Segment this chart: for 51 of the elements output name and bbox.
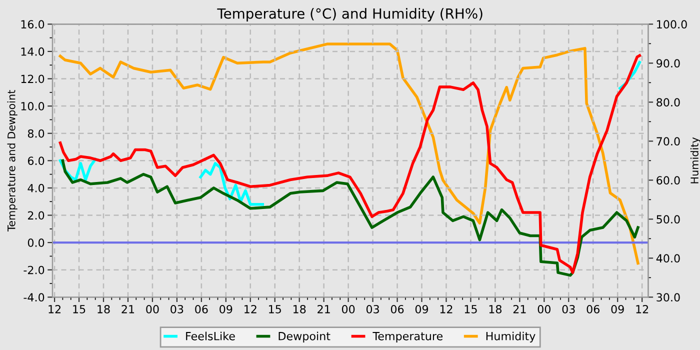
x-tick-label: 21 (318, 304, 330, 314)
x-tick-label: 15 (464, 305, 477, 314)
legend-label: Humidity (486, 332, 536, 342)
y-tick-label: 10.0 (21, 102, 44, 110)
x-tick-label: 00 (342, 304, 355, 314)
legend-label: FeelsLike (186, 332, 235, 340)
y2-tick-label: 100.0 (657, 20, 687, 29)
x-tick-label: 12 (48, 304, 60, 314)
y2-tick-label: 50.0 (656, 215, 680, 224)
x-tick-label: 03 (366, 304, 379, 314)
x-tick-label: 06 (586, 304, 600, 314)
x-tick-label: 03 (562, 304, 575, 314)
y2-tick-label: 90.0 (656, 59, 680, 68)
x-tick-label: 06 (195, 304, 208, 314)
x-tick-label: 06 (390, 304, 404, 314)
x-tick-label: 15 (269, 305, 281, 314)
x-tick-label: 18 (489, 304, 502, 314)
x-tick-label: 00 (146, 304, 159, 314)
y2-tick-label: 80.0 (656, 98, 680, 107)
y-tick-label: 4.0 (28, 184, 44, 192)
x-tick-label: 12 (244, 304, 256, 314)
y-tick-label: 16.0 (21, 20, 44, 29)
legend-label: Dewpoint (278, 332, 330, 342)
y2-tick-label: 70.0 (656, 137, 680, 146)
x-tick-label: 12 (636, 304, 648, 314)
x-tick-label: 09 (611, 304, 624, 314)
y-tick-label: 8.0 (28, 129, 44, 138)
x-tick-label: 09 (220, 304, 232, 314)
y2-tick-label: 60.0 (656, 176, 680, 185)
x-tick-label: 21 (513, 304, 526, 314)
x-tick-label: 15 (73, 305, 86, 314)
line-series (61, 159, 640, 277)
y-tick-label: 0.0 (28, 238, 44, 247)
y-tick-label: 14.0 (21, 47, 44, 56)
y2-tick-label: 30.0 (656, 293, 680, 302)
y-axis-title: Temperature and Dewpoint (7, 90, 18, 232)
x-tick-label: 12 (440, 304, 452, 314)
x-tick-label: 03 (170, 304, 184, 314)
x-tick-label: 21 (122, 304, 134, 314)
y-tick-label: 2.0 (28, 211, 44, 220)
x-tick-label: 09 (415, 304, 428, 314)
y-tick-label: 12.0 (21, 74, 44, 84)
x-tick-label: 18 (98, 304, 110, 314)
y-tick-label: -2.0 (24, 266, 44, 274)
legend-label: Temperature (372, 332, 443, 342)
x-tick-label: 00 (538, 304, 550, 314)
y-tick-label: 6.0 (28, 156, 44, 166)
y-tick-label: -4.0 (24, 293, 44, 302)
chart-title: Temperature (°C) and Humidity (RH%) (217, 8, 482, 22)
x-tick-label: 18 (294, 304, 306, 314)
y2-tick-label: 40.0 (656, 254, 680, 263)
